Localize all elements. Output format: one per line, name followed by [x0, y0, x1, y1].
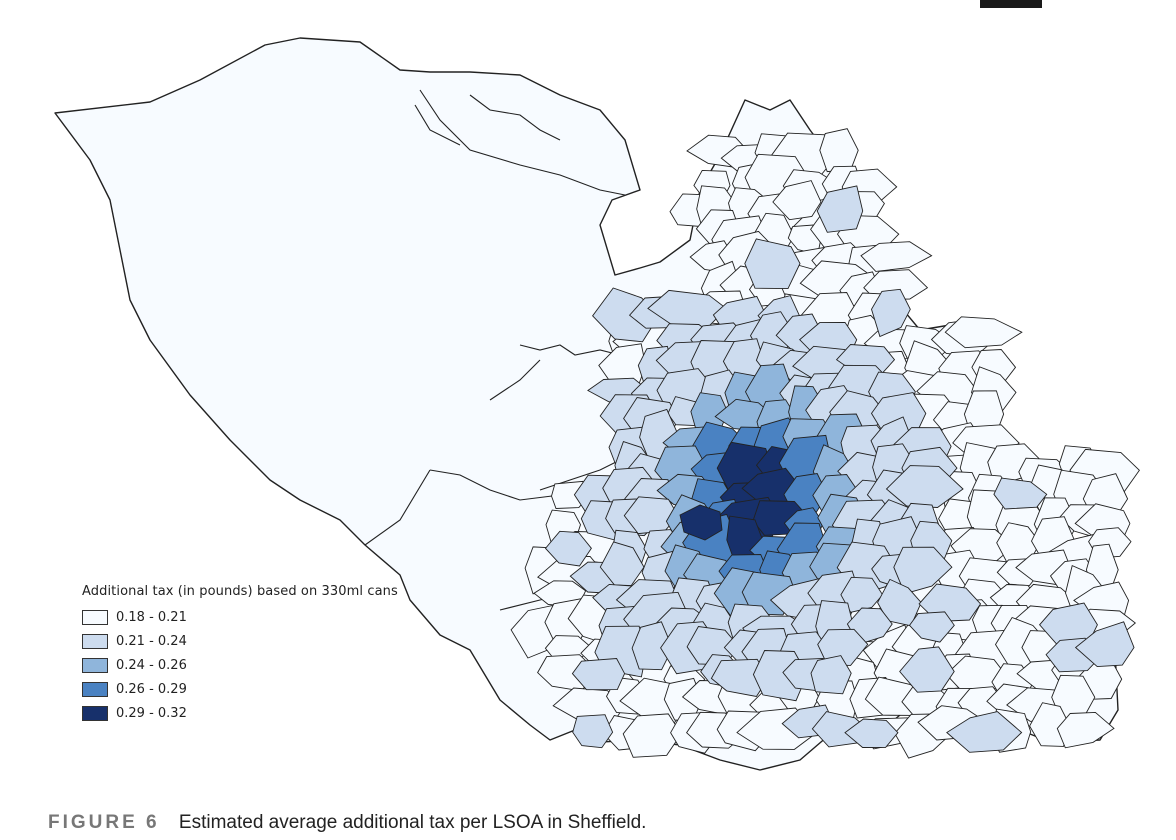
map-legend: Additional tax (in pounds) based on 330m… — [82, 584, 398, 725]
lsoa-area — [871, 288, 911, 338]
legend-swatch — [82, 633, 108, 649]
lsoa-area — [863, 269, 929, 301]
lsoa-area — [679, 504, 723, 541]
lsoa-area — [899, 646, 955, 693]
lsoa-area — [944, 316, 1023, 349]
legend-item: 0.29 - 0.32 — [82, 701, 398, 725]
lsoa-area — [744, 238, 801, 290]
lsoa-area — [908, 611, 955, 643]
lsoa-area — [993, 477, 1048, 510]
legend-title: Additional tax (in pounds) based on 330m… — [82, 584, 398, 599]
legend-swatch — [82, 681, 108, 697]
legend-swatch — [82, 609, 108, 625]
legend-label: 0.29 - 0.32 — [116, 705, 187, 721]
lsoa-area — [885, 465, 964, 508]
lsoa-area — [571, 658, 626, 691]
lsoa-area — [1074, 621, 1135, 668]
choropleth-map — [54, 37, 1140, 771]
legend-item: 0.24 - 0.26 — [82, 653, 398, 677]
legend-item: 0.18 - 0.21 — [82, 605, 398, 629]
lsoa-area — [572, 714, 614, 749]
legend-label: 0.24 - 0.26 — [116, 657, 187, 673]
legend-label: 0.26 - 0.29 — [116, 681, 187, 697]
figure-label: FIGURE 6 — [48, 812, 160, 833]
lsoa-area — [893, 546, 953, 595]
lsoa-area — [840, 576, 884, 613]
lsoa-area — [772, 180, 822, 221]
lsoa-area — [946, 711, 1023, 753]
lsoa-area — [710, 658, 769, 697]
corner-badge — [980, 0, 1042, 8]
lsoa-area — [810, 655, 852, 695]
legend-item: 0.21 - 0.24 — [82, 629, 398, 653]
lsoa-area — [819, 128, 859, 173]
lsoa-area — [622, 713, 682, 758]
caption-text: Estimated average additional tax per LSO… — [178, 812, 647, 833]
legend-label: 0.21 - 0.24 — [116, 633, 187, 649]
lsoa-area — [816, 185, 864, 233]
lsoa-area — [844, 718, 899, 748]
legend-item: 0.26 - 0.29 — [82, 677, 398, 701]
lsoa-area — [817, 628, 869, 666]
figure-caption: FIGURE 6 Estimated average additional ta… — [48, 812, 646, 834]
lsoa-area — [544, 530, 592, 567]
lsoa-area — [1056, 711, 1115, 749]
legend-label: 0.18 - 0.21 — [116, 609, 187, 625]
legend-swatch — [82, 657, 108, 673]
lsoa-area — [631, 621, 673, 671]
lsoa-area — [860, 241, 933, 272]
legend-swatch — [82, 705, 108, 721]
lsoa-shaded-areas — [544, 185, 1135, 753]
